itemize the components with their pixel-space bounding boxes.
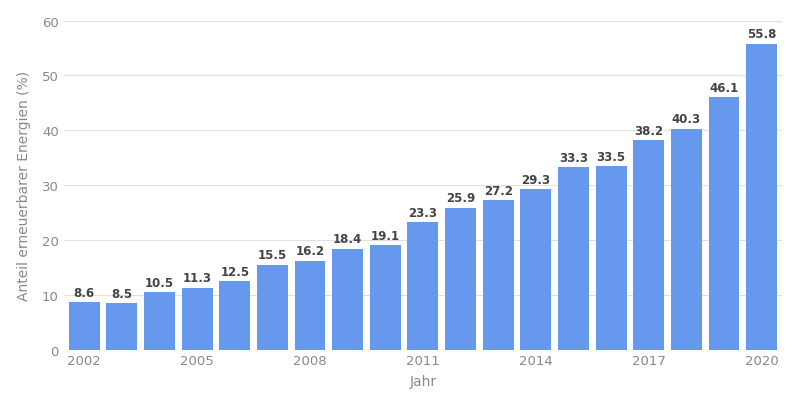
X-axis label: Jahr: Jahr [409,374,436,388]
Y-axis label: Anteil erneuerbarer Energien (%): Anteil erneuerbarer Energien (%) [17,71,30,301]
Text: 11.3: 11.3 [183,272,212,285]
Text: 38.2: 38.2 [634,125,663,138]
Bar [746,45,777,350]
Text: 25.9: 25.9 [446,192,475,205]
Bar [558,168,589,350]
Bar [483,201,514,350]
Bar [634,141,664,350]
Bar [144,292,175,350]
Text: 12.5: 12.5 [221,265,249,278]
Text: 33.5: 33.5 [597,150,626,163]
Text: 18.4: 18.4 [333,233,362,246]
Bar [257,265,288,350]
Text: 55.8: 55.8 [747,28,777,41]
Bar [445,208,476,350]
Text: 19.1: 19.1 [371,229,400,242]
Text: 40.3: 40.3 [672,113,701,126]
Bar [295,261,325,350]
Text: 15.5: 15.5 [258,249,287,262]
Bar [407,222,439,350]
Bar [709,98,739,350]
Bar [671,129,702,350]
Bar [520,190,551,350]
Text: 33.3: 33.3 [559,151,588,164]
Text: 10.5: 10.5 [145,276,174,289]
Bar [106,303,137,350]
Bar [596,166,626,350]
Text: 8.5: 8.5 [111,287,133,300]
Bar [69,303,100,350]
Text: 29.3: 29.3 [521,173,551,186]
Text: 46.1: 46.1 [710,81,738,94]
Text: 23.3: 23.3 [408,206,437,219]
Bar [332,249,363,350]
Bar [181,288,213,350]
Bar [219,281,250,350]
Text: 27.2: 27.2 [483,185,513,198]
Bar [370,245,401,350]
Text: 8.6: 8.6 [74,286,95,299]
Text: 16.2: 16.2 [296,245,324,258]
